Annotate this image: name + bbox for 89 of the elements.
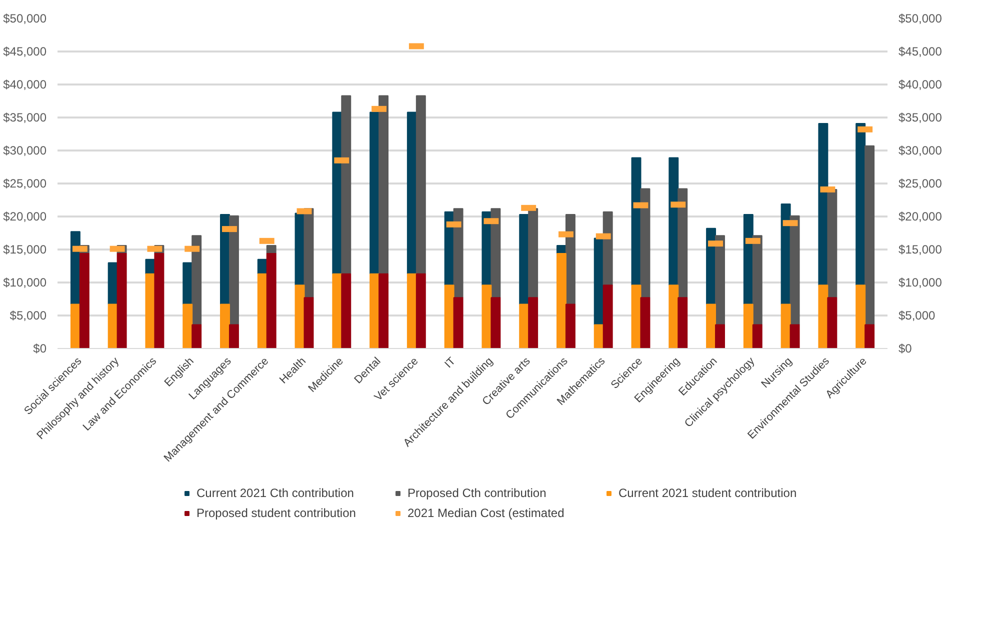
bar	[406, 112, 417, 274]
y2-tick-label: $5,000	[898, 308, 936, 322]
legend-label: 2021 Median Cost (estimated	[408, 506, 566, 520]
bar	[257, 273, 268, 348]
bar	[715, 324, 725, 348]
bar	[565, 304, 576, 348]
x-tick-label: IT	[442, 355, 458, 371]
y-tick-label: $50,000	[3, 12, 47, 26]
y-tick-label: $30,000	[3, 144, 47, 158]
bar	[416, 95, 426, 274]
bar	[678, 297, 688, 348]
bar	[678, 188, 688, 298]
legend-label: Current 2021 student contribution	[618, 486, 798, 500]
bar	[444, 284, 454, 348]
bar	[266, 245, 276, 254]
bar	[192, 235, 202, 326]
bar	[378, 273, 389, 348]
y2-tick-label: $0	[898, 342, 912, 356]
legend-label: Current 2021 Cth contribution	[196, 486, 355, 500]
bar	[182, 304, 193, 348]
y2-tick-label: $50,000	[898, 12, 942, 26]
bar	[519, 214, 530, 305]
bar	[370, 273, 380, 348]
legend-label: Proposed Cth contribution	[408, 486, 548, 500]
bar	[864, 324, 875, 348]
y2-tick-label: $35,000	[898, 110, 942, 124]
bar	[743, 304, 754, 348]
bar	[706, 304, 716, 348]
bar	[818, 122, 828, 286]
bar	[556, 252, 566, 348]
bar	[594, 324, 604, 348]
y2-tick-label: $30,000	[898, 144, 942, 158]
y-tick-label: $20,000	[3, 210, 47, 224]
bar	[453, 208, 464, 298]
bar	[378, 95, 389, 274]
y-tick-label: $45,000	[3, 44, 47, 58]
y2-tick-label: $25,000	[898, 176, 942, 190]
bar	[528, 208, 538, 298]
bar	[490, 297, 501, 348]
y-tick-label: $40,000	[3, 78, 47, 92]
bar	[116, 252, 127, 348]
bar	[528, 297, 538, 348]
y2-tick-label: $40,000	[898, 78, 942, 92]
bar	[602, 284, 613, 348]
bar	[827, 297, 838, 348]
y-tick-label: $15,000	[3, 242, 47, 256]
bar	[406, 273, 417, 348]
bar	[192, 324, 202, 348]
bar	[827, 188, 838, 298]
legend-label: Proposed student contribution	[196, 506, 357, 520]
bar	[416, 273, 426, 348]
bar	[752, 235, 762, 326]
bar	[228, 324, 239, 348]
bar	[640, 188, 650, 298]
y-tick-label: $35,000	[3, 110, 47, 124]
bar	[304, 297, 314, 348]
bar	[752, 324, 762, 348]
y2-tick-label: $10,000	[898, 276, 942, 290]
bar	[79, 252, 90, 348]
bar	[856, 284, 866, 348]
y-tick-label: $25,000	[3, 176, 47, 190]
bar	[482, 284, 492, 348]
bar	[790, 215, 800, 326]
bar	[864, 145, 875, 326]
bar	[294, 284, 305, 348]
bar	[370, 112, 380, 274]
bar	[341, 95, 352, 274]
bar	[780, 304, 791, 348]
bar	[668, 284, 679, 348]
bar	[145, 273, 156, 348]
bar	[228, 215, 239, 326]
bar	[453, 297, 464, 348]
bar	[341, 273, 352, 348]
y-tick-label: $0	[33, 342, 47, 356]
bar	[640, 297, 650, 348]
bar	[490, 208, 501, 298]
bar	[332, 273, 342, 348]
bar	[715, 235, 725, 326]
y2-tick-label: $20,000	[898, 210, 942, 224]
bar	[154, 252, 164, 348]
bar	[266, 252, 276, 348]
y-tick-label: $5,000	[10, 308, 47, 322]
bar	[818, 284, 828, 348]
bar	[220, 304, 230, 348]
y-tick-label: $10,000	[3, 276, 47, 290]
y2-tick-label: $45,000	[898, 44, 942, 58]
bar	[602, 211, 613, 286]
bar	[790, 324, 800, 348]
y2-tick-label: $15,000	[898, 242, 942, 256]
